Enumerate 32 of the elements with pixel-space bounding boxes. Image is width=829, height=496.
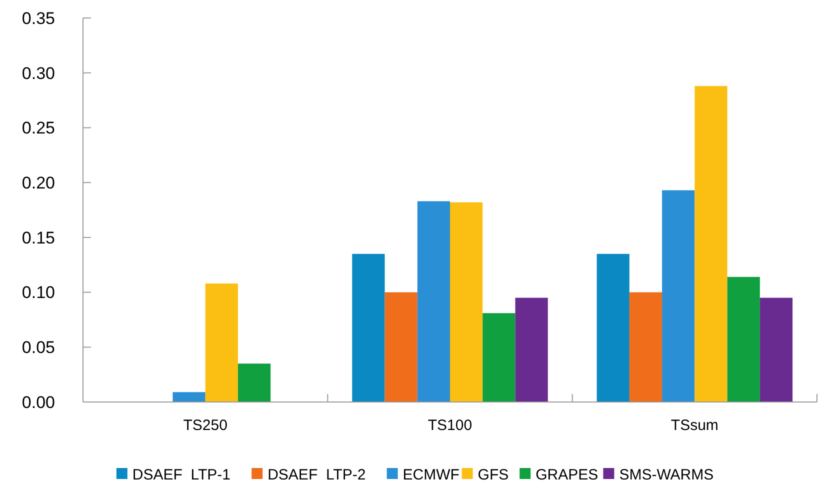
y-tick-label: 0.15 bbox=[22, 228, 55, 248]
bar bbox=[417, 201, 450, 402]
legend-label: DSAEF LTP-2 bbox=[268, 466, 366, 484]
bar bbox=[482, 313, 516, 402]
bar bbox=[727, 276, 760, 402]
legend-label: GRAPES bbox=[536, 466, 598, 484]
legend-label: DSAEF LTP-1 bbox=[132, 466, 230, 484]
bar bbox=[352, 254, 385, 402]
bar bbox=[450, 202, 483, 402]
bar bbox=[629, 292, 662, 402]
legend-label: SMS-WARMS bbox=[619, 466, 714, 484]
bar bbox=[205, 284, 238, 402]
bar bbox=[384, 292, 418, 402]
legend-label: ECMWF bbox=[402, 466, 460, 484]
bar bbox=[662, 190, 695, 402]
y-tick-label: 0.00 bbox=[22, 392, 55, 412]
x-tick-label: TS100 bbox=[428, 417, 472, 434]
bar bbox=[172, 392, 206, 402]
y-tick-label: 0.10 bbox=[22, 283, 55, 302]
y-tick-label: 0.20 bbox=[22, 174, 55, 193]
bar bbox=[596, 254, 630, 402]
y-tick-label: 0.25 bbox=[22, 118, 55, 138]
bar bbox=[238, 364, 271, 402]
legend-label: GFS bbox=[478, 466, 509, 484]
bar bbox=[515, 298, 548, 402]
y-tick-label: 0.05 bbox=[22, 338, 55, 358]
bar bbox=[694, 86, 728, 402]
bar bbox=[760, 298, 793, 402]
y-tick-label: 0.30 bbox=[22, 64, 55, 83]
x-tick-label: TSsum bbox=[670, 417, 718, 434]
x-tick-label: TS250 bbox=[183, 417, 228, 434]
y-tick-label: 0.35 bbox=[22, 8, 55, 28]
